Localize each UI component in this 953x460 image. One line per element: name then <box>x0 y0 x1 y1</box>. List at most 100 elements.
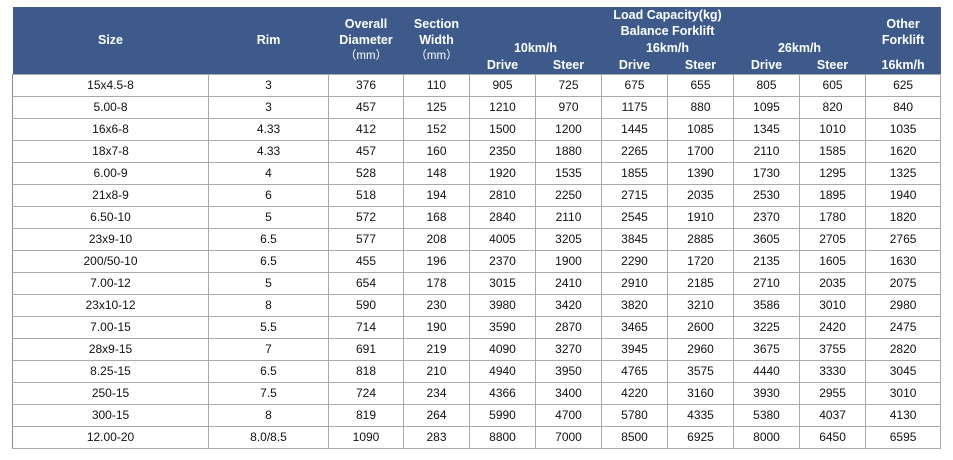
cell-size: 15x4.5-8 <box>12 73 209 97</box>
cell-other-16: 2980 <box>865 293 942 317</box>
cell-steer-16: 2600 <box>667 315 734 339</box>
header-other-line2: Forklift <box>881 33 925 47</box>
table-row: 300-15 8 819 264 5990 4700 5780 4335 5380 4037 413… <box>12 403 942 427</box>
cell-steer-16: 1390 <box>667 161 734 185</box>
cell-drive-10: 5990 <box>469 403 536 427</box>
cell-size: 12.00-20 <box>12 425 209 449</box>
cell-steer-16: 1085 <box>667 117 734 141</box>
cell-drive-26: 1345 <box>733 117 800 141</box>
cell-section-width: 168 <box>403 205 470 229</box>
cell-steer-10: 4700 <box>535 403 602 427</box>
cell-steer-16: 1720 <box>667 249 734 273</box>
cell-other-16: 1630 <box>865 249 942 273</box>
cell-overall-diameter: 457 <box>328 139 404 163</box>
cell-overall-diameter: 714 <box>328 315 404 339</box>
cell-other-16: 2820 <box>865 337 942 361</box>
cell-section-width: 160 <box>403 139 470 163</box>
cell-drive-26: 2110 <box>733 139 800 163</box>
cell-size: 8.25-15 <box>12 359 209 383</box>
cell-drive-26: 1095 <box>733 95 800 119</box>
cell-steer-26: 4037 <box>798 403 867 427</box>
header-load-capacity-line1: Load Capacity(kg) <box>613 8 722 22</box>
cell-section-width: 194 <box>403 183 470 207</box>
cell-overall-diameter: 455 <box>328 249 404 273</box>
cell-drive-10: 8800 <box>469 425 536 449</box>
cell-steer-10: 2410 <box>535 271 602 295</box>
cell-section-width: 210 <box>403 359 470 383</box>
header-speed-26: 26km/h <box>733 39 866 57</box>
cell-drive-16: 2265 <box>601 139 668 163</box>
cell-drive-10: 2810 <box>469 183 536 207</box>
header-other-speed: 16km/h <box>865 57 941 74</box>
header-section-width-line1: Section <box>413 17 460 32</box>
cell-drive-26: 3586 <box>733 293 800 317</box>
cell-other-16: 3045 <box>865 359 942 383</box>
header-row-3: Drive Steer Drive Steer Drive Steer 16km… <box>13 57 941 74</box>
cell-other-16: 4130 <box>865 403 942 427</box>
cell-steer-10: 2250 <box>535 183 602 207</box>
cell-drive-16: 3845 <box>601 227 668 251</box>
cell-steer-10: 3420 <box>535 293 602 317</box>
cell-drive-10: 4366 <box>469 381 536 405</box>
cell-drive-10: 4940 <box>469 359 536 383</box>
cell-steer-10: 1880 <box>535 139 602 163</box>
cell-drive-26: 3675 <box>733 337 800 361</box>
table-row: 28x9-15 7 691 219 4090 3270 3945 2960 3675 3755 28… <box>12 337 942 361</box>
cell-drive-16: 1855 <box>601 161 668 185</box>
cell-drive-16: 1445 <box>601 117 668 141</box>
table-row: 7.00-12 5 654 178 3015 2410 2910 2185 2710 2035 20… <box>12 271 942 295</box>
cell-rim: 7 <box>208 337 329 361</box>
cell-drive-10: 3015 <box>469 271 536 295</box>
cell-size: 5.00-8 <box>12 95 209 119</box>
table-row: 7.00-15 5.5 714 190 3590 2870 3465 2600 3225 2420… <box>12 315 942 339</box>
cell-rim: 8 <box>208 403 329 427</box>
cell-steer-16: 3210 <box>667 293 734 317</box>
cell-drive-10: 3590 <box>469 315 536 339</box>
cell-section-width: 230 <box>403 293 470 317</box>
cell-rim: 7.5 <box>208 381 329 405</box>
cell-drive-16: 2910 <box>601 271 668 295</box>
cell-drive-16: 2715 <box>601 183 668 207</box>
cell-steer-16: 3575 <box>667 359 734 383</box>
cell-steer-16: 880 <box>667 95 734 119</box>
cell-steer-26: 2955 <box>798 381 867 405</box>
cell-steer-16: 2885 <box>667 227 734 251</box>
table-row: 12.00-20 8.0/8.5 1090 283 8800 7000 8500 6925 80… <box>12 425 942 449</box>
header-overall-diameter-line1: Overall <box>344 17 388 32</box>
cell-steer-26: 1010 <box>798 117 867 141</box>
header-steer-16: Steer <box>667 57 734 74</box>
header-overall-diameter-line2: Diameter <box>339 33 393 48</box>
header-load-capacity: Load Capacity(kg) Balance Forklift <box>469 7 866 39</box>
cell-overall-diameter: 819 <box>328 403 404 427</box>
cell-steer-10: 1200 <box>535 117 602 141</box>
cell-section-width: 190 <box>403 315 470 339</box>
cell-steer-26: 1605 <box>798 249 867 273</box>
cell-section-width: 264 <box>403 403 470 427</box>
cell-drive-10: 905 <box>469 73 536 97</box>
table-row: 6.50-10 5 572 168 2840 2110 2545 1910 2370 1780 18… <box>12 205 942 229</box>
cell-size: 300-15 <box>12 403 209 427</box>
table-row: 23x9-10 6.5 577 208 4005 3205 3845 2885 3605 2705… <box>12 227 942 251</box>
cell-steer-16: 3160 <box>667 381 734 405</box>
cell-steer-16: 655 <box>667 73 734 97</box>
cell-drive-10: 4005 <box>469 227 536 251</box>
cell-other-16: 1620 <box>865 139 942 163</box>
header-section-width-line2: Width <box>419 33 454 48</box>
header-rim: Rim <box>208 7 329 74</box>
cell-other-16: 1820 <box>865 205 942 229</box>
cell-other-16: 625 <box>865 73 942 97</box>
cell-drive-16: 2545 <box>601 205 668 229</box>
cell-drive-16: 3465 <box>601 315 668 339</box>
table-row: 200/50-10 6.5 455 196 2370 1900 2290 1720 2135 16… <box>12 249 942 273</box>
cell-drive-26: 3930 <box>733 381 800 405</box>
cell-rim: 8 <box>208 293 329 317</box>
header-load-capacity-line2: Balance Forklift <box>620 24 715 38</box>
cell-steer-16: 2035 <box>667 183 734 207</box>
cell-other-16: 840 <box>865 95 942 119</box>
cell-size: 6.00-9 <box>12 161 209 185</box>
table-row: 21x8-9 6 518 194 2810 2250 2715 2035 2530 1895 194… <box>12 183 942 207</box>
cell-overall-diameter: 376 <box>328 73 404 97</box>
cell-overall-diameter: 572 <box>328 205 404 229</box>
cell-section-width: 283 <box>403 425 470 449</box>
